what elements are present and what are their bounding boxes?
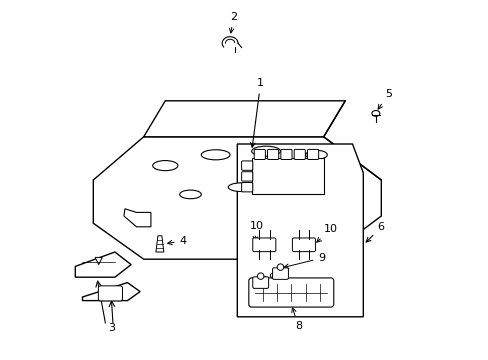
Polygon shape xyxy=(123,209,151,227)
Ellipse shape xyxy=(152,161,178,171)
Text: 8: 8 xyxy=(291,308,302,332)
Text: 1: 1 xyxy=(250,78,264,147)
Text: 4: 4 xyxy=(167,236,186,246)
Polygon shape xyxy=(143,101,345,137)
Text: 6: 6 xyxy=(366,222,384,242)
Polygon shape xyxy=(156,236,163,252)
FancyBboxPatch shape xyxy=(251,158,323,194)
Text: 9: 9 xyxy=(261,273,274,283)
Text: 10: 10 xyxy=(316,224,337,242)
Ellipse shape xyxy=(277,264,283,270)
Text: 5: 5 xyxy=(377,89,391,109)
Polygon shape xyxy=(75,252,131,277)
FancyBboxPatch shape xyxy=(252,277,268,288)
FancyBboxPatch shape xyxy=(241,183,252,192)
Polygon shape xyxy=(237,144,363,317)
FancyBboxPatch shape xyxy=(307,149,318,159)
Ellipse shape xyxy=(201,150,230,160)
Ellipse shape xyxy=(257,273,264,279)
FancyBboxPatch shape xyxy=(272,268,288,279)
FancyBboxPatch shape xyxy=(241,161,252,170)
FancyBboxPatch shape xyxy=(98,286,122,301)
FancyBboxPatch shape xyxy=(267,149,278,159)
Ellipse shape xyxy=(228,183,253,192)
Ellipse shape xyxy=(371,111,379,116)
Ellipse shape xyxy=(251,146,280,156)
FancyBboxPatch shape xyxy=(254,149,265,159)
FancyBboxPatch shape xyxy=(280,149,291,159)
Text: 9: 9 xyxy=(284,253,325,268)
FancyBboxPatch shape xyxy=(241,172,252,181)
Polygon shape xyxy=(95,257,102,265)
Text: 3: 3 xyxy=(107,323,115,333)
FancyBboxPatch shape xyxy=(248,278,333,307)
Polygon shape xyxy=(93,137,381,259)
Polygon shape xyxy=(82,283,140,301)
Ellipse shape xyxy=(305,150,326,159)
Text: 2: 2 xyxy=(229,12,237,33)
FancyBboxPatch shape xyxy=(294,149,305,159)
FancyBboxPatch shape xyxy=(252,238,275,252)
Text: 10: 10 xyxy=(249,221,264,241)
FancyBboxPatch shape xyxy=(292,238,315,252)
Ellipse shape xyxy=(179,190,201,199)
Ellipse shape xyxy=(278,183,303,192)
Text: 7: 7 xyxy=(298,167,321,182)
